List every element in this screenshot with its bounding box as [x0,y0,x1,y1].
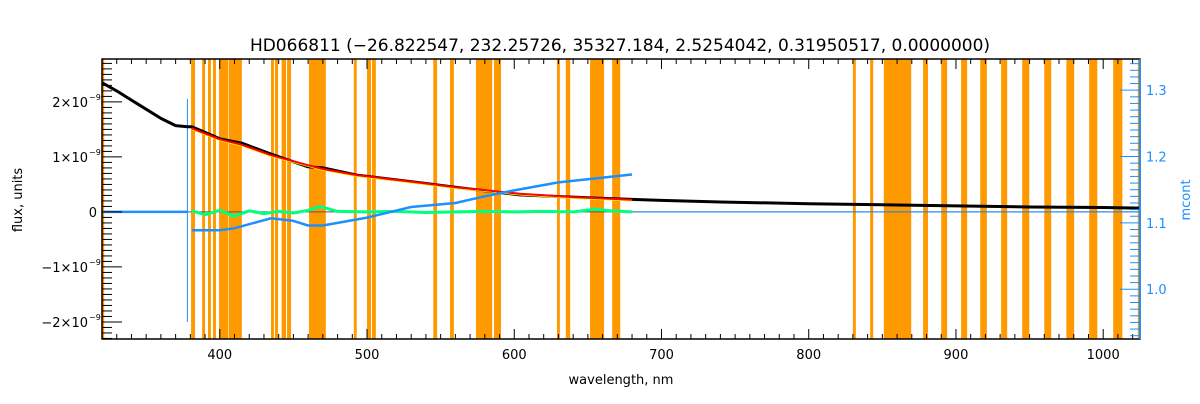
masked-band [1001,59,1008,339]
x-axis-label: wavelength, nm [569,373,674,388]
y-tick-label: 2×10 [52,96,88,111]
masked-band [213,59,216,339]
residual-line [191,204,633,218]
y-tick-label: −2×10 [41,316,88,331]
masked-band [102,59,105,339]
masked-band [353,59,357,339]
chart-title: HD066811 (−26.822547, 232.25726, 35327.1… [250,36,990,56]
masked-band [281,59,287,339]
x-tick-label: 900 [944,348,969,363]
x-tick-label: 500 [355,348,380,363]
masked-band [1137,59,1140,339]
series-layer [101,81,1141,322]
x-tick-label: 400 [207,348,232,363]
x-tick-label: 1000 [1087,348,1120,363]
masked-band [202,59,206,339]
y-tick-exponent: −9 [89,258,101,267]
y-tick-exponent: −9 [89,313,101,322]
y-tick-label: −1×10 [41,261,88,276]
masked-band [1066,59,1075,339]
x-tick-label: 600 [502,348,527,363]
y-right-axis-label: mcont [1179,179,1194,220]
masked-band [870,59,874,339]
x-tick-label: 700 [649,348,674,363]
masked-band [191,59,196,339]
masked-band [556,59,560,339]
y-tick-exponent: −9 [89,93,101,102]
masked-band [219,59,229,339]
masked-band [309,59,326,339]
y-axis-label: flux, units [11,168,26,233]
masked-band [1089,59,1098,339]
masked-band [565,59,571,339]
x-tick-label: 800 [796,348,821,363]
model-flux-line [191,127,633,201]
masked-band [1044,59,1052,339]
masked-band [287,59,292,339]
y-right-tick-label: 1.2 [1146,151,1167,166]
masked-band [980,59,987,339]
masked-band [372,59,376,339]
masked-band [450,59,454,339]
y-tick-label: 0 [89,206,97,221]
masked-band [1113,59,1123,339]
masked-band [433,59,438,339]
masked-band [852,59,856,339]
masked-band [961,59,968,339]
masked-band [941,59,948,339]
y-right-tick-label: 1.3 [1146,84,1167,99]
masked-band [228,59,242,339]
y-tick-label: 1×10 [52,151,88,166]
masked-band [923,59,928,339]
masked-band [271,59,274,339]
masked-band [883,59,912,339]
masked-band [367,59,371,339]
masked-band [275,59,279,339]
y-tick-exponent: −9 [89,148,101,157]
y-right-tick-label: 1.0 [1146,283,1167,298]
masked-band [208,59,211,339]
masked-band [475,59,493,339]
mcont-line [191,173,633,232]
masked-band [494,59,502,339]
y-right-tick-label: 1.1 [1146,217,1167,232]
masked-band [1022,59,1030,339]
